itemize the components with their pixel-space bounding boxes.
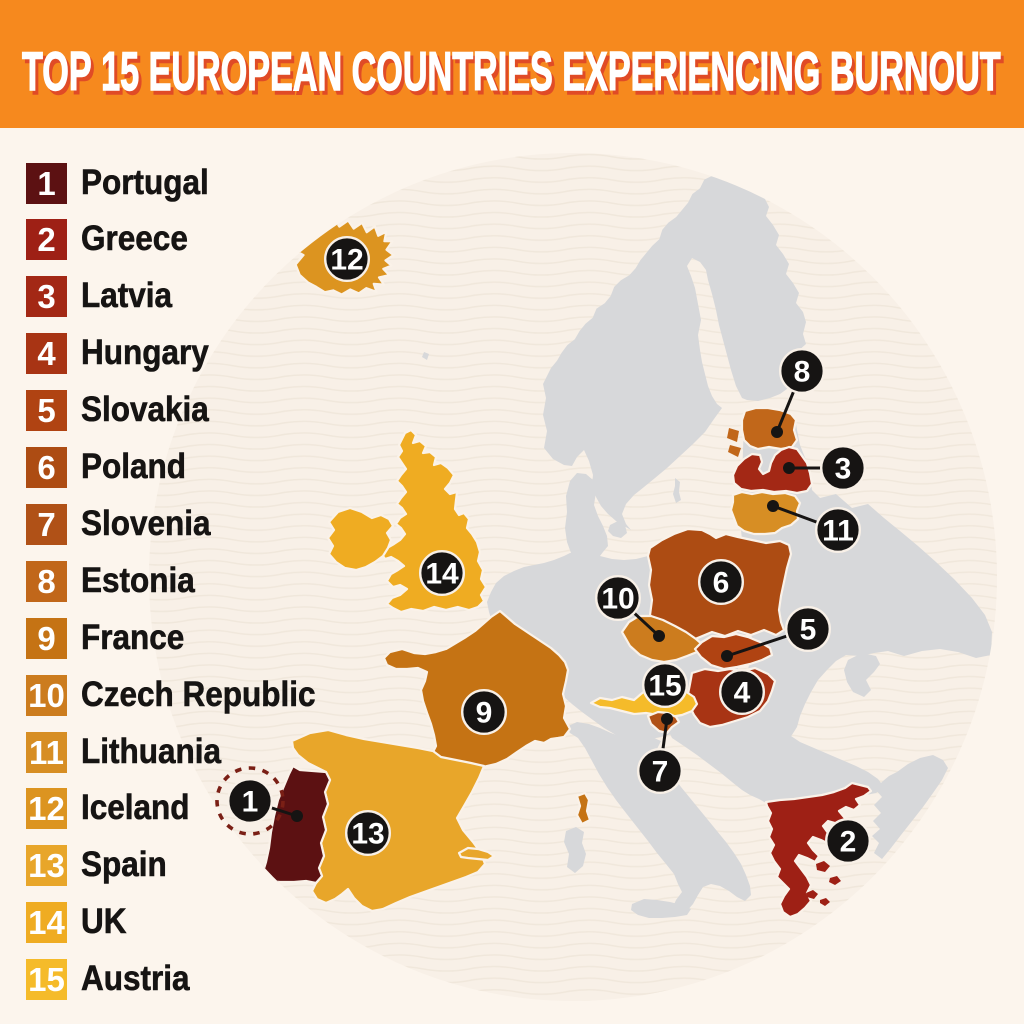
svg-text:11: 11 (822, 515, 854, 548)
svg-text:4: 4 (734, 677, 751, 710)
svg-text:5: 5 (800, 614, 817, 647)
svg-text:9: 9 (476, 697, 493, 730)
svg-text:15: 15 (648, 670, 681, 703)
svg-text:3: 3 (835, 453, 852, 486)
svg-text:2: 2 (840, 826, 857, 859)
svg-text:6: 6 (713, 567, 730, 600)
svg-text:10: 10 (601, 583, 634, 616)
svg-text:14: 14 (425, 558, 459, 591)
svg-text:8: 8 (794, 356, 811, 389)
svg-text:7: 7 (652, 756, 669, 789)
svg-text:1: 1 (242, 786, 259, 819)
svg-text:12: 12 (330, 244, 363, 277)
svg-text:13: 13 (351, 818, 384, 851)
